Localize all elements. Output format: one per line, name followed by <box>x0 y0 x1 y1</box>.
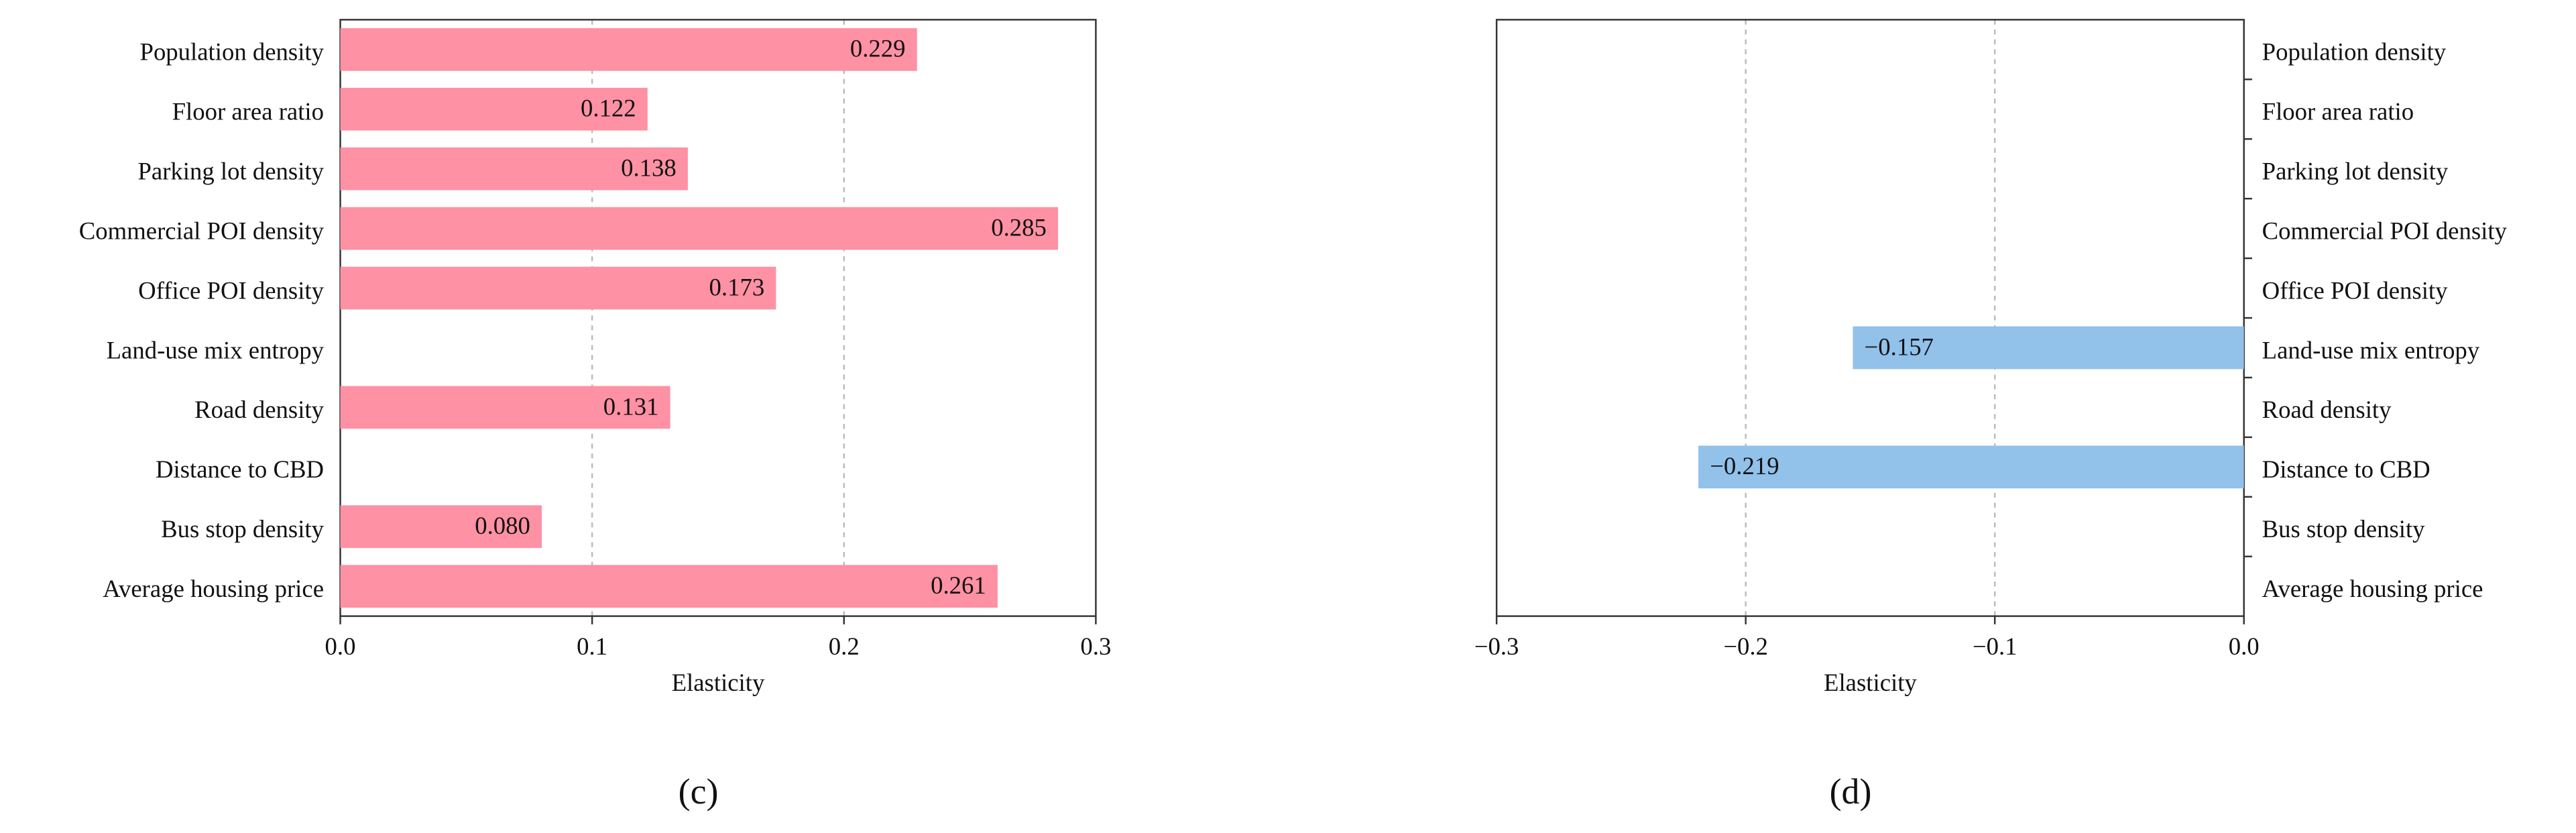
x-axis-label: Elasticity <box>672 669 765 696</box>
y-tick-label: Commercial POI density <box>2262 217 2508 244</box>
value-label: 0.138 <box>621 154 677 182</box>
bar <box>340 28 917 71</box>
y-tick-label: Bus stop density <box>2262 515 2426 543</box>
bar <box>340 386 670 429</box>
y-tick-label: Floor area ratio <box>172 98 324 125</box>
x-tick-label: 0.2 <box>829 632 860 660</box>
y-tick-label: Office POI density <box>138 276 324 304</box>
bar <box>340 505 542 549</box>
value-label: 0.285 <box>991 214 1047 241</box>
y-tick-label: Road density <box>194 396 324 423</box>
bar <box>340 87 648 131</box>
x-axis-label: Elasticity <box>1824 669 1917 696</box>
y-tick-label: Land-use mix entropy <box>107 336 325 364</box>
value-label: 0.131 <box>603 392 659 420</box>
value-label: 0.229 <box>850 35 906 62</box>
x-tick-label: 0.1 <box>577 632 607 660</box>
bar <box>340 266 776 310</box>
y-tick-label: Land-use mix entropy <box>2262 336 2480 364</box>
x-tick-label: −0.3 <box>1474 632 1519 660</box>
y-tick-label: Road density <box>2262 396 2392 423</box>
y-tick-label: Population density <box>2262 38 2447 66</box>
y-tick-label: Average housing price <box>2262 575 2483 602</box>
y-tick-label: Parking lot density <box>2262 157 2449 184</box>
y-tick-label: Floor area ratio <box>2262 98 2414 125</box>
y-tick-label: Average housing price <box>103 575 324 602</box>
y-tick-label: Office POI density <box>2262 276 2448 304</box>
y-tick-label: Bus stop density <box>161 515 325 543</box>
x-tick-label: 0.0 <box>325 632 356 660</box>
plot-frame <box>1495 19 2245 617</box>
x-tick-label: −0.1 <box>1973 632 2017 660</box>
value-label: −0.157 <box>1865 333 1934 360</box>
value-label: −0.219 <box>1710 452 1779 480</box>
y-tick-label: Distance to CBD <box>156 455 324 483</box>
bar <box>340 207 1059 250</box>
y-tick-label: Parking lot density <box>137 157 324 184</box>
x-tick-label: −0.2 <box>1723 632 1768 660</box>
x-tick-label: 0.3 <box>1080 632 1111 660</box>
bar <box>1853 326 2244 370</box>
value-label: 0.173 <box>709 273 765 300</box>
value-label: 0.261 <box>931 571 986 599</box>
x-tick-label: 0.0 <box>2229 632 2260 660</box>
bar <box>1698 445 2244 489</box>
panel-label: (c) <box>679 771 719 812</box>
y-tick-label: Population density <box>140 38 325 66</box>
value-label: 0.122 <box>581 95 636 122</box>
panel-label: (d) <box>1830 771 1872 812</box>
plot-frame <box>339 19 1097 617</box>
y-tick-label: Distance to CBD <box>2262 455 2431 483</box>
bar <box>340 565 998 608</box>
value-label: 0.080 <box>475 512 530 539</box>
y-tick-label: Commercial POI density <box>79 217 325 244</box>
bar <box>340 147 688 190</box>
